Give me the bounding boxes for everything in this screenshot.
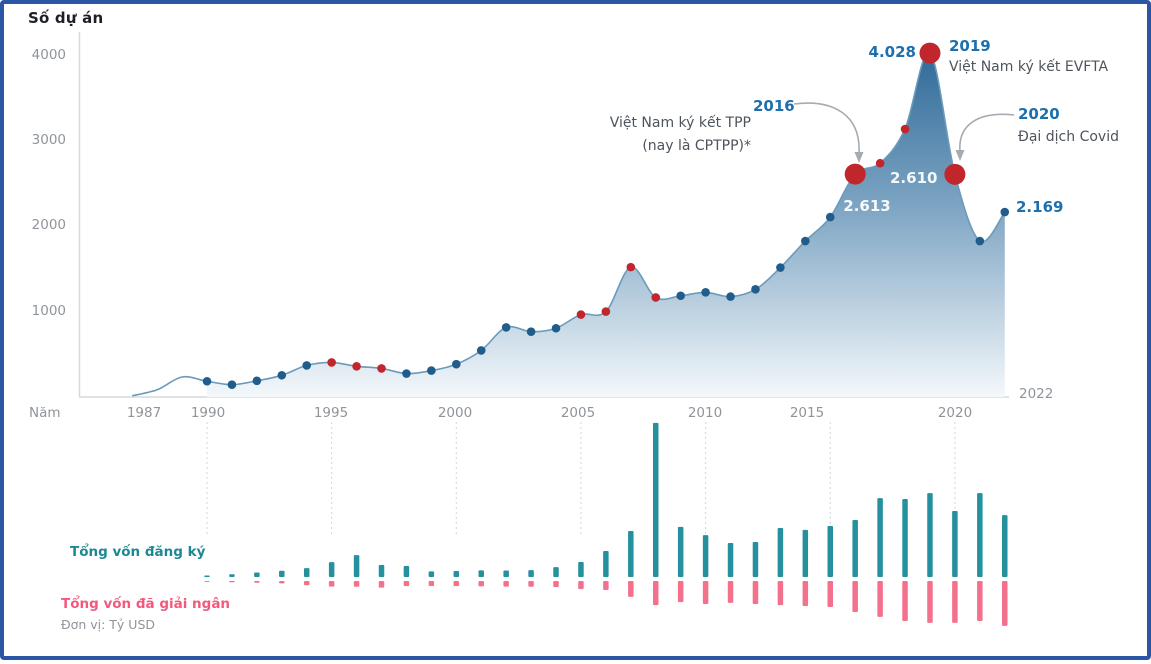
y-tick-2000: 2000	[31, 217, 66, 233]
legend-registered-label: Tổng vốn đăng ký	[70, 544, 206, 560]
fdi-chart-canvas	[78, 32, 1015, 626]
y-tick-4000: 4000	[31, 47, 66, 63]
annotation-2020-year: 2020	[1018, 105, 1060, 123]
x-tick-1990: 1990	[190, 405, 226, 421]
legend-disbursed-label: Tổng vốn đã giải ngân	[61, 596, 231, 612]
chart-title: Số dự án	[28, 9, 104, 27]
annotation-2022-value: 2.169	[1016, 198, 1064, 216]
annotation-2016-value: 2.613	[843, 197, 891, 215]
capital-bars	[204, 422, 1008, 626]
x-tick-2005: 2005	[560, 405, 596, 421]
annotation-arrowhead-2016	[854, 152, 864, 163]
annotation-2020-text: Đại dịch Covid	[1018, 129, 1119, 145]
grid-lines	[206, 422, 956, 535]
right-axis-label-2022: 2022	[1019, 386, 1054, 402]
data-dots	[202, 42, 1010, 389]
annotation-arrowhead-2020	[955, 150, 965, 161]
annotation-2016-line1: Việt Nam ký kết TPP	[609, 115, 751, 131]
x-tick-2000: 2000	[437, 405, 473, 421]
x-axis-title: Năm	[29, 405, 61, 421]
y-tick-1000: 1000	[31, 303, 66, 319]
x-tick-2010: 2010	[687, 405, 723, 421]
x-tick-1995: 1995	[313, 405, 349, 421]
annotation-2019-value: 4.028	[868, 43, 916, 61]
x-tick-2015: 2015	[789, 405, 825, 421]
annotation-2016-year: 2016	[753, 97, 795, 115]
annotation-arrow-2020	[959, 113, 1015, 152]
unit-note: Đơn vị: Tỷ USD	[61, 617, 156, 632]
y-tick-3000: 3000	[31, 132, 66, 148]
annotation-arrow-2016	[793, 102, 860, 154]
annotation-2019-text: Việt Nam ký kết EVFTA	[949, 59, 1109, 75]
x-tick-1987: 1987	[126, 405, 162, 421]
annotation-2020-value: 2.610	[890, 169, 938, 187]
projects-area-series	[132, 52, 1006, 398]
x-tick-2020: 2020	[937, 405, 973, 421]
annotation-2016-line2: (nay là CPTPP)*	[642, 138, 751, 154]
annotation-2019-year: 2019	[949, 37, 991, 55]
